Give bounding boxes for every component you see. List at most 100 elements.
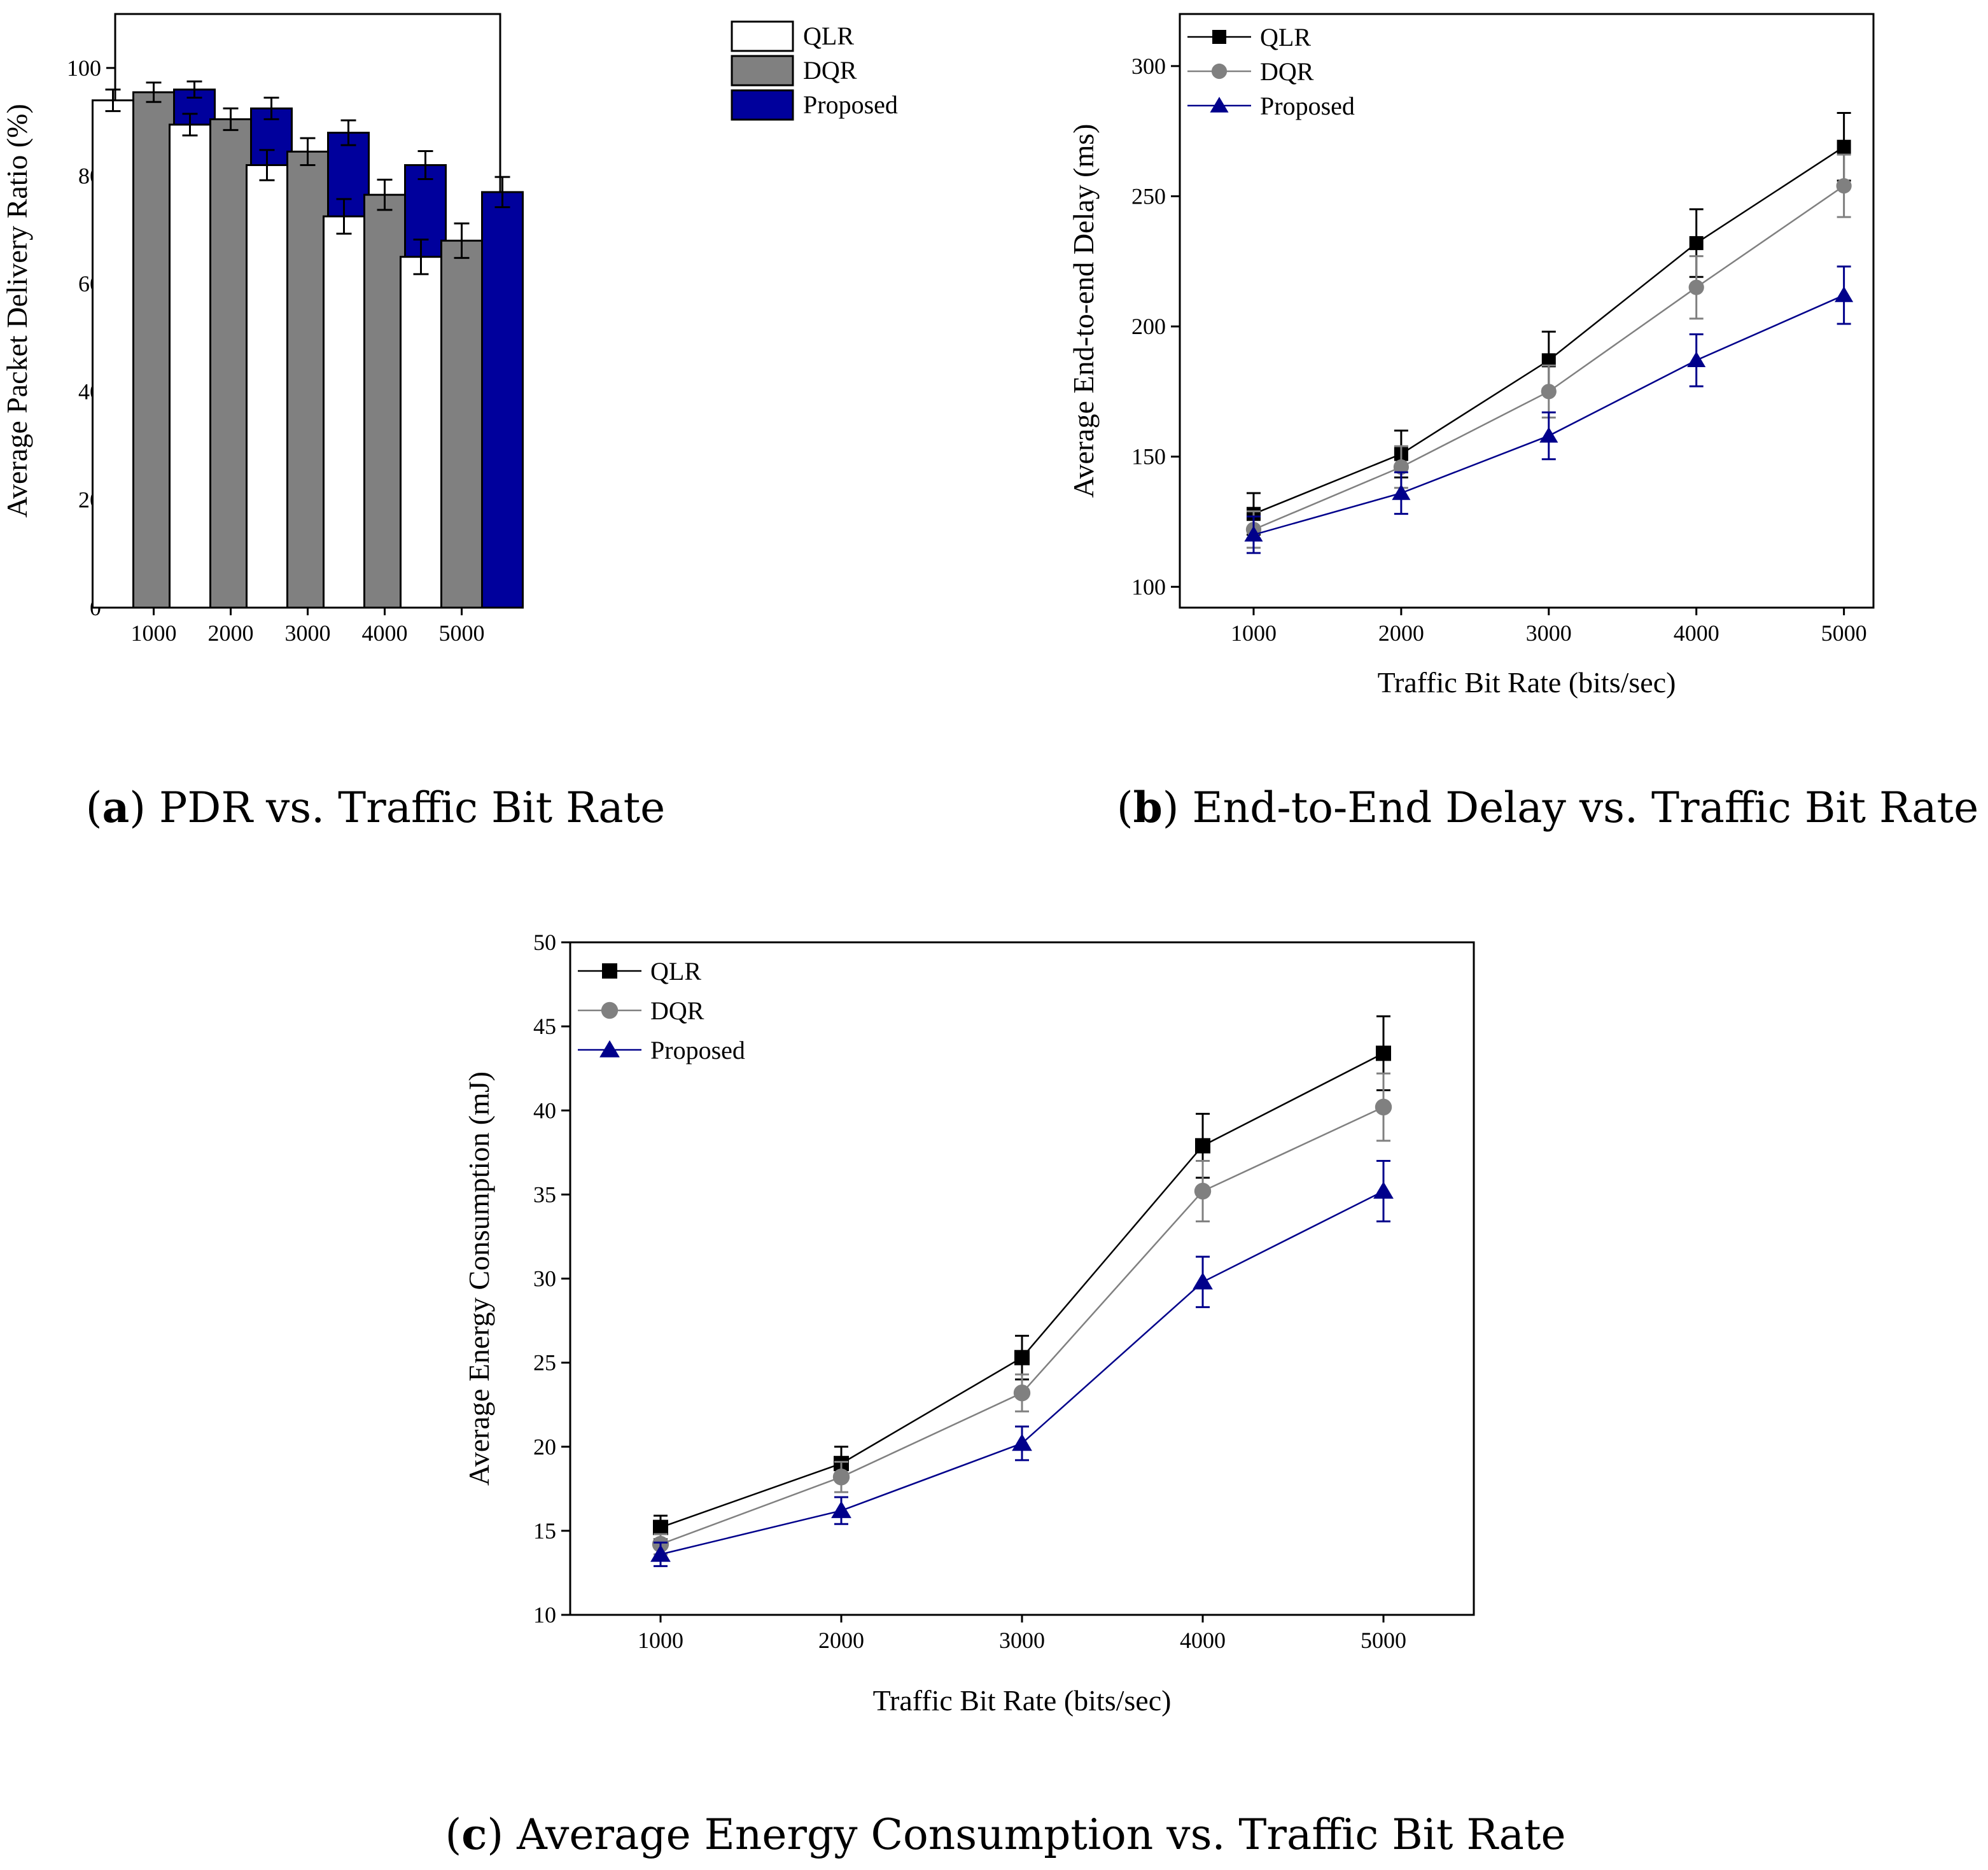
- caption-a-text: ) PDR vs. Traffic Bit Rate: [129, 783, 665, 832]
- b-point-proposed: [1687, 351, 1706, 368]
- b-legend-label-proposed: Proposed: [1260, 92, 1355, 120]
- b-point-proposed: [1392, 484, 1411, 500]
- b-x-tick-label: 2000: [1378, 620, 1424, 646]
- a-bar-dqr: [440, 239, 483, 609]
- a-bar-dqr: [132, 91, 175, 609]
- caption-b: (b) End-to-End Delay vs. Traffic Bit Rat…: [1117, 783, 1978, 832]
- c-point-qlr: [1014, 1350, 1030, 1365]
- c-legend-marker-proposed: [599, 1040, 620, 1057]
- a-legend-swatch-dqr: [731, 55, 794, 87]
- c-x-tick-label: 5000: [1361, 1628, 1406, 1653]
- a-bar-dqr: [286, 150, 329, 609]
- b-point-qlr: [1689, 236, 1704, 251]
- a-bar-qlr: [400, 256, 442, 609]
- a-legend-label-proposed: Proposed: [803, 90, 898, 119]
- c-y-tick-label: 30: [533, 1266, 556, 1292]
- a-legend-swatch-qlr: [731, 20, 794, 52]
- c-y-tick-label: 20: [533, 1434, 556, 1460]
- c-point-dqr: [1375, 1098, 1392, 1116]
- c-point-qlr: [653, 1519, 668, 1535]
- b-point-dqr: [1541, 384, 1557, 400]
- a-x-tick-label: 5000: [439, 620, 485, 646]
- caption-b-text: ) End-to-End Delay vs. Traffic Bit Rate: [1163, 783, 1978, 832]
- c-point-dqr: [1194, 1182, 1212, 1200]
- c-y-tick-label: 40: [533, 1098, 556, 1123]
- c-y-tick-label: 35: [533, 1182, 556, 1207]
- b-point-proposed: [1835, 286, 1854, 302]
- caption-b-letter: b: [1133, 783, 1163, 832]
- b-point-proposed: [1539, 427, 1558, 443]
- b-legend-marker-dqr: [1211, 63, 1228, 80]
- a-bar-proposed: [481, 191, 524, 609]
- b-point-dqr: [1393, 459, 1409, 475]
- caption-b-prefix: (: [1117, 783, 1133, 832]
- b-legend-marker-qlr: [1212, 30, 1226, 44]
- caption-c-text: ) Average Energy Consumption vs. Traffic…: [487, 1810, 1565, 1859]
- b-point-proposed: [1244, 526, 1263, 542]
- b-y-tick-label: 300: [1131, 53, 1166, 79]
- a-bar-qlr: [246, 164, 288, 609]
- c-x-tick-label: 2000: [818, 1628, 864, 1653]
- c-y-tick-label: 10: [533, 1602, 556, 1628]
- c-point-proposed: [831, 1500, 851, 1518]
- c-legend-marker-dqr: [601, 1001, 619, 1019]
- b-x-tick-label: 3000: [1526, 620, 1572, 646]
- a-legend-label-dqr: DQR: [803, 56, 857, 85]
- c-point-qlr: [1376, 1045, 1391, 1061]
- c-point-proposed: [650, 1544, 671, 1562]
- c-legend-label-proposed: Proposed: [650, 1036, 745, 1064]
- c-x-axis-label: Traffic Bit Rate (bits/sec): [873, 1684, 1172, 1717]
- caption-a-letter: a: [102, 783, 130, 832]
- c-y-tick-label: 45: [533, 1014, 556, 1039]
- b-y-tick-label: 150: [1131, 444, 1166, 470]
- caption-c: (c) Average Energy Consumption vs. Traff…: [445, 1810, 1565, 1859]
- b-legend-marker-proposed: [1210, 97, 1229, 113]
- caption-a: (a) PDR vs. Traffic Bit Rate: [86, 783, 665, 832]
- a-bar-qlr: [92, 99, 134, 609]
- c-x-tick-label: 1000: [638, 1628, 683, 1653]
- b-point-dqr: [1688, 279, 1704, 295]
- a-legend-label-qlr: QLR: [803, 22, 854, 50]
- c-x-tick-label: 4000: [1180, 1628, 1226, 1653]
- panel-b-delay-line-chart: 100 150 200 250 300 Average End-to-end Delay …: [1067, 13, 1875, 699]
- b-y-tick-label: 100: [1131, 574, 1166, 599]
- b-y-axis-label: Average End-to-end Delay (ms): [1067, 124, 1100, 498]
- b-legend-label-dqr: DQR: [1260, 57, 1314, 86]
- c-y-tick-label: 25: [533, 1350, 556, 1376]
- c-point-proposed: [1193, 1272, 1213, 1290]
- c-legend-marker-qlr: [602, 963, 617, 979]
- c-y-tick-label: 15: [533, 1518, 556, 1544]
- a-x-tick-label: 3000: [285, 620, 331, 646]
- c-point-proposed: [1012, 1434, 1032, 1451]
- a-bar-dqr: [363, 193, 406, 609]
- c-legend-label-qlr: QLR: [650, 957, 701, 986]
- b-point-dqr: [1836, 178, 1852, 194]
- c-point-proposed: [1373, 1181, 1394, 1199]
- a-x-tick-label: 4000: [362, 620, 408, 646]
- panel-c-energy-line-chart: 10 15 20 25 30 35 40 45 50 Average Energy Consump…: [463, 930, 1475, 1717]
- c-line-dqr: [660, 1106, 1384, 1546]
- b-point-qlr: [1541, 353, 1556, 368]
- c-legend-label-dqr: DQR: [650, 996, 704, 1025]
- b-y-tick-label: 200: [1131, 314, 1166, 339]
- panel-a-pdr-bar-chart: 020406080100Average Packet Delivery Rati…: [1, 13, 898, 646]
- a-bar-qlr: [323, 215, 365, 609]
- c-point-dqr: [832, 1469, 850, 1486]
- c-point-dqr: [1013, 1384, 1031, 1402]
- b-x-tick-label: 5000: [1821, 620, 1867, 646]
- a-y-axis-label: Average Packet Delivery Ratio (%): [1, 104, 33, 518]
- c-x-tick-label: 3000: [999, 1628, 1045, 1653]
- b-x-axis-label: Traffic Bit Rate (bits/sec): [1378, 666, 1676, 699]
- b-x-tick-label: 4000: [1674, 620, 1719, 646]
- a-y-tick-label: 100: [67, 55, 101, 81]
- caption-c-prefix: (: [445, 1810, 461, 1859]
- a-x-tick-label: 2000: [208, 620, 254, 646]
- a-x-tick-label: 1000: [131, 620, 177, 646]
- a-legend-swatch-proposed: [731, 89, 794, 121]
- b-plot-frame: [1179, 13, 1875, 609]
- b-y-tick-label: 250: [1131, 183, 1166, 209]
- caption-a-prefix: (: [86, 783, 102, 832]
- c-point-qlr: [1195, 1138, 1210, 1154]
- c-y-tick-label: 50: [533, 930, 556, 955]
